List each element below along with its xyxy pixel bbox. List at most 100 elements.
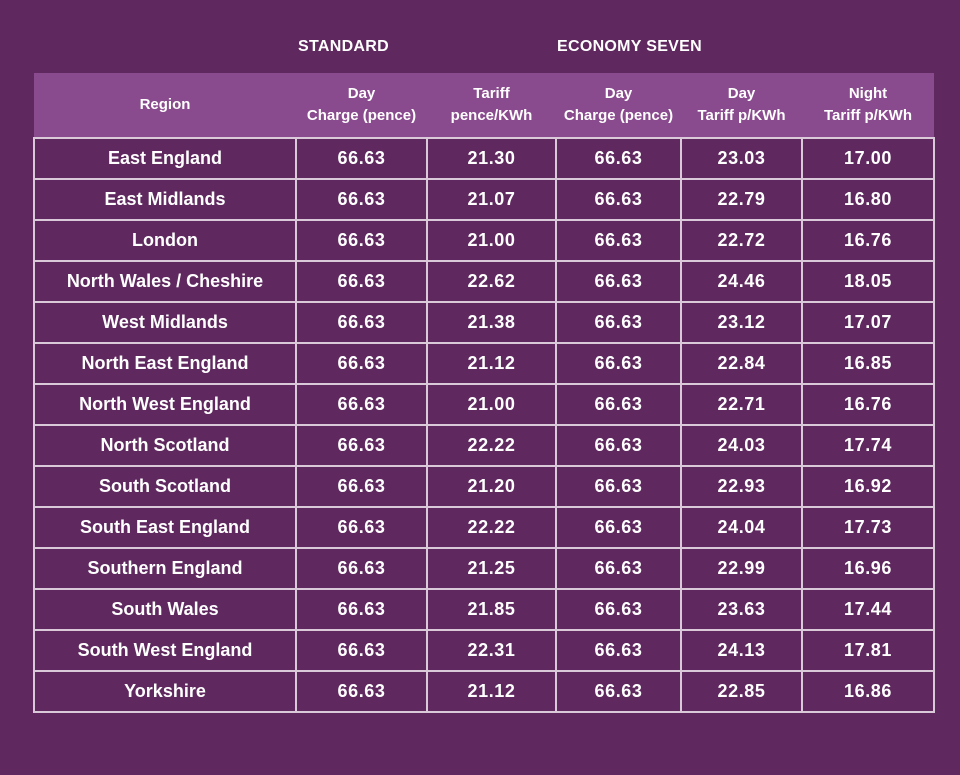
e7-day-charge-cell: 66.63 [555, 383, 682, 426]
header-line-2: pence/KWh [450, 107, 533, 124]
table-row: South West England 66.63 22.31 66.63 24.13 17… [33, 629, 935, 672]
table-row: East Midlands 66.63 21.07 66.63 22.79 16.80 [33, 178, 935, 221]
std-tariff-cell: 21.85 [426, 588, 557, 631]
e7-day-tariff-cell: 22.84 [680, 342, 803, 385]
header-std-tariff: Tariff pence/KWh [427, 73, 556, 139]
header-line-1: Day [604, 85, 633, 102]
std-day-charge-cell: 66.63 [295, 383, 428, 426]
header-line-2: Charge (pence) [306, 107, 417, 124]
tariff-table: Region Day Charge (pence) Tariff pence/KWh Da… [33, 73, 935, 713]
header-line-2: Tariff p/KWh [697, 107, 786, 124]
std-day-charge-cell: 66.63 [295, 342, 428, 385]
tariff-table-container: Region Day Charge (pence) Tariff pence/KWh Da… [33, 73, 935, 713]
e7-day-charge-cell: 66.63 [555, 588, 682, 631]
std-tariff-cell: 21.20 [426, 465, 557, 508]
table-row: East England 66.63 21.30 66.63 23.03 17.00 [33, 137, 935, 180]
header-line-1: Tariff [473, 85, 510, 102]
e7-night-tariff-cell: 17.81 [801, 629, 935, 672]
e7-day-charge-cell: 66.63 [555, 465, 682, 508]
table-row: South Scotland 66.63 21.20 66.63 22.93 16.92 [33, 465, 935, 508]
std-day-charge-cell: 66.63 [295, 588, 428, 631]
header-line-1: Day [727, 85, 756, 102]
std-day-charge-cell: 66.63 [295, 301, 428, 344]
e7-day-charge-cell: 66.63 [555, 506, 682, 549]
region-cell: Yorkshire [33, 670, 297, 713]
region-cell: South Wales [33, 588, 297, 631]
header-e7-night-tariff: Night Tariff p/KWh [802, 73, 934, 139]
region-cell: North West England [33, 383, 297, 426]
e7-day-tariff-cell: 23.63 [680, 588, 803, 631]
e7-day-tariff-cell: 22.93 [680, 465, 803, 508]
std-day-charge-cell: 66.63 [295, 670, 428, 713]
table-body: East England 66.63 21.30 66.63 23.03 17.00 Eas… [33, 137, 935, 713]
header-line-1: Night [848, 85, 888, 102]
e7-day-charge-cell: 66.63 [555, 301, 682, 344]
table-row: North Wales / Cheshire 66.63 22.62 66.63 24.… [33, 260, 935, 303]
region-cell: East England [33, 137, 297, 180]
table-row: North East England 66.63 21.12 66.63 22.84 16… [33, 342, 935, 385]
header-line-1: Region [139, 96, 191, 113]
header-e7-day-charge: Day Charge (pence) [556, 73, 681, 139]
table-row: London 66.63 21.00 66.63 22.72 16.76 [33, 219, 935, 262]
std-tariff-cell: 21.07 [426, 178, 557, 221]
std-tariff-cell: 21.25 [426, 547, 557, 590]
e7-day-tariff-cell: 24.46 [680, 260, 803, 303]
std-day-charge-cell: 66.63 [295, 424, 428, 467]
table-row: South Wales 66.63 21.85 66.63 23.63 17.44 [33, 588, 935, 631]
e7-night-tariff-cell: 16.85 [801, 342, 935, 385]
std-day-charge-cell: 66.63 [295, 465, 428, 508]
std-tariff-cell: 21.12 [426, 670, 557, 713]
std-day-charge-cell: 66.63 [295, 547, 428, 590]
e7-day-tariff-cell: 22.79 [680, 178, 803, 221]
e7-day-tariff-cell: 24.13 [680, 629, 803, 672]
std-tariff-cell: 22.22 [426, 506, 557, 549]
table-row: Yorkshire 66.63 21.12 66.63 22.85 16.86 [33, 670, 935, 713]
economy-seven-group-label: ECONOMY SEVEN [557, 38, 702, 55]
region-cell: East Midlands [33, 178, 297, 221]
e7-day-charge-cell: 66.63 [555, 629, 682, 672]
e7-day-charge-cell: 66.63 [555, 178, 682, 221]
e7-day-tariff-cell: 23.12 [680, 301, 803, 344]
e7-night-tariff-cell: 16.96 [801, 547, 935, 590]
region-cell: South West England [33, 629, 297, 672]
header-row: Region Day Charge (pence) Tariff pence/KWh Da… [34, 73, 934, 139]
region-cell: Southern England [33, 547, 297, 590]
std-tariff-cell: 21.12 [426, 342, 557, 385]
e7-night-tariff-cell: 16.76 [801, 383, 935, 426]
e7-night-tariff-cell: 16.80 [801, 178, 935, 221]
e7-night-tariff-cell: 17.07 [801, 301, 935, 344]
table-row: South East England 66.63 22.22 66.63 24.04 17… [33, 506, 935, 549]
std-tariff-cell: 21.00 [426, 219, 557, 262]
e7-day-charge-cell: 66.63 [555, 137, 682, 180]
region-cell: West Midlands [33, 301, 297, 344]
std-tariff-cell: 21.38 [426, 301, 557, 344]
std-tariff-cell: 21.30 [426, 137, 557, 180]
e7-day-tariff-cell: 22.71 [680, 383, 803, 426]
table-row: North West England 66.63 21.00 66.63 22.71 16… [33, 383, 935, 426]
e7-day-charge-cell: 66.63 [555, 342, 682, 385]
std-day-charge-cell: 66.63 [295, 260, 428, 303]
e7-day-charge-cell: 66.63 [555, 219, 682, 262]
e7-night-tariff-cell: 18.05 [801, 260, 935, 303]
region-cell: South East England [33, 506, 297, 549]
std-day-charge-cell: 66.63 [295, 629, 428, 672]
table-header: Region Day Charge (pence) Tariff pence/KWh Da… [34, 73, 934, 139]
std-tariff-cell: 21.00 [426, 383, 557, 426]
e7-night-tariff-cell: 16.92 [801, 465, 935, 508]
region-cell: North Wales / Cheshire [33, 260, 297, 303]
e7-day-tariff-cell: 22.85 [680, 670, 803, 713]
region-cell: South Scotland [33, 465, 297, 508]
table-row: North Scotland 66.63 22.22 66.63 24.03 17.74 [33, 424, 935, 467]
std-day-charge-cell: 66.63 [295, 506, 428, 549]
region-cell: North East England [33, 342, 297, 385]
e7-day-tariff-cell: 24.03 [680, 424, 803, 467]
std-day-charge-cell: 66.63 [295, 178, 428, 221]
header-line-2: Tariff p/KWh [823, 107, 913, 124]
e7-night-tariff-cell: 16.86 [801, 670, 935, 713]
header-region: Region [34, 73, 296, 139]
e7-day-tariff-cell: 22.99 [680, 547, 803, 590]
header-line-1: Day [347, 85, 376, 102]
e7-night-tariff-cell: 16.76 [801, 219, 935, 262]
std-tariff-cell: 22.31 [426, 629, 557, 672]
standard-group-label: STANDARD [298, 38, 389, 55]
